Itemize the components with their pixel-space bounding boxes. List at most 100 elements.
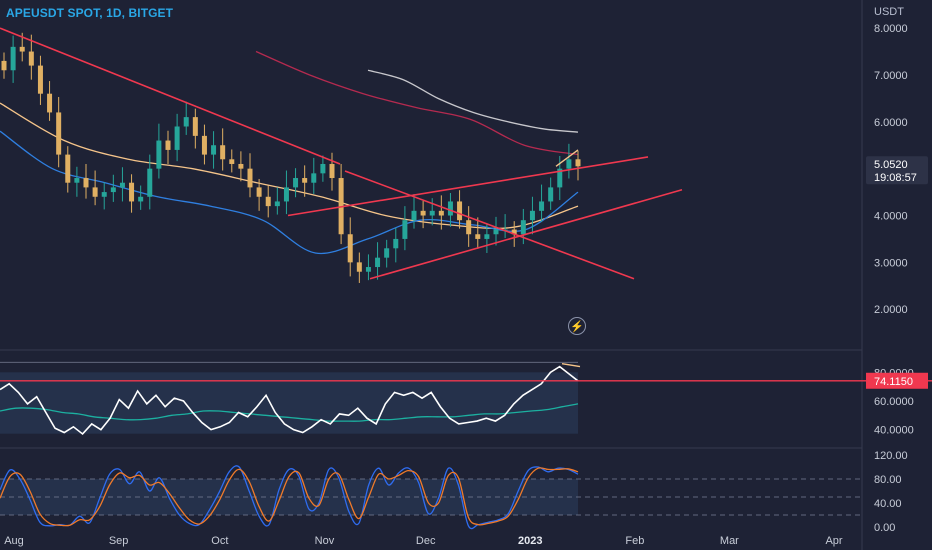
- stoch-k-line: [0, 465, 579, 530]
- y-tick-label: 3.0000: [874, 257, 908, 269]
- candle-body: [92, 187, 98, 197]
- rsi-ma-line: [0, 403, 579, 422]
- y-tick-label: 4.0000: [874, 211, 908, 223]
- candle-body: [47, 93, 53, 113]
- candle-body: [74, 178, 80, 183]
- candle-body: [393, 238, 399, 249]
- x-tick-label: Apr: [825, 535, 842, 547]
- candle-body: [420, 210, 426, 216]
- candle-body: [566, 159, 572, 169]
- x-tick-label: Sep: [109, 535, 129, 547]
- candle-body: [1, 60, 7, 71]
- candle-body: [438, 210, 444, 216]
- candle-body: [165, 140, 171, 150]
- x-tick-label: Dec: [416, 535, 436, 547]
- candle-body: [457, 201, 463, 221]
- x-tick-label: 2023: [518, 535, 542, 547]
- candle-body: [356, 262, 362, 272]
- moving-average-white: [367, 69, 579, 133]
- candle-body: [529, 210, 535, 221]
- candle-body: [548, 187, 554, 202]
- candle-body: [247, 168, 253, 188]
- candle-body: [365, 267, 371, 272]
- stoch-y-tick-label: 120.00: [874, 450, 908, 462]
- candle-body: [557, 168, 563, 188]
- candle-body: [65, 154, 71, 183]
- candle-body: [101, 192, 107, 197]
- candle-body: [147, 168, 153, 197]
- candle-body: [575, 159, 581, 167]
- y-tick-label: 7.0000: [874, 70, 908, 82]
- candle-body: [265, 196, 271, 207]
- trendline-3: [369, 188, 683, 280]
- candle-body: [274, 201, 280, 207]
- y-tick-label: 2.0000: [874, 304, 908, 316]
- candle-body: [129, 182, 135, 202]
- candle-body: [429, 210, 435, 216]
- candle-body: [192, 117, 198, 136]
- candle-body: [138, 196, 144, 202]
- chart-title: APEUSDT SPOT, 1D, BITGET: [6, 6, 174, 20]
- candle-body: [539, 201, 545, 211]
- candle-body: [475, 234, 481, 239]
- stoch-y-tick-label: 0.00: [874, 522, 895, 534]
- candle-body: [302, 178, 308, 183]
- rsi-value-tag: [866, 372, 928, 389]
- candle-body: [220, 145, 226, 160]
- candle-body: [493, 229, 499, 235]
- candle-body: [19, 46, 25, 52]
- lightning-icon[interactable]: ⚡: [568, 317, 586, 335]
- last-price-value: 5.0520: [874, 159, 908, 171]
- x-tick-label: Mar: [720, 535, 739, 547]
- rsi-y-tick-label: 60.0000: [874, 396, 914, 408]
- candle-body: [484, 234, 490, 239]
- candle-body: [447, 201, 453, 216]
- countdown-value: 19:08:57: [874, 172, 917, 184]
- trendline-2: [287, 156, 649, 217]
- candle-body: [293, 178, 299, 188]
- candle-body: [520, 220, 526, 235]
- candle-body: [83, 178, 89, 188]
- candle-body: [320, 163, 326, 174]
- x-tick-label: Nov: [315, 535, 335, 547]
- candle-body: [238, 163, 244, 169]
- stoch-d-line: [0, 467, 579, 527]
- candle-body: [110, 187, 116, 193]
- candle-body: [384, 248, 390, 258]
- candle-body: [229, 159, 235, 164]
- trendline-4: [344, 170, 635, 280]
- candle-body: [211, 145, 217, 155]
- candle-body: [183, 117, 189, 127]
- rsi-band: [0, 372, 578, 434]
- candle-body: [174, 126, 180, 150]
- candle-body: [56, 112, 62, 155]
- x-tick-label: Aug: [4, 535, 24, 547]
- candle-body: [347, 234, 353, 263]
- y-tick-label: 8.0000: [874, 23, 908, 35]
- rsi-y-tick-label: 40.0000: [874, 425, 914, 437]
- x-tick-label: Feb: [625, 535, 644, 547]
- candle-body: [37, 65, 43, 94]
- rsi-divergence-line: [561, 363, 581, 368]
- currency-label: USDT: [874, 6, 904, 18]
- stoch-y-tick-label: 80.00: [874, 474, 902, 486]
- candle-body: [402, 220, 408, 239]
- candle-body: [283, 187, 289, 202]
- candle-body: [511, 229, 517, 235]
- y-tick-label: 6.0000: [874, 117, 908, 129]
- candle-body: [10, 46, 16, 71]
- candle-body: [28, 51, 34, 66]
- moving-average-red: [255, 50, 579, 156]
- candle-body: [466, 220, 472, 235]
- candle-body: [156, 140, 162, 169]
- candle-body: [375, 257, 381, 268]
- moving-average-orange: [0, 102, 579, 230]
- candle-body: [311, 173, 317, 183]
- candle-body: [329, 163, 335, 179]
- candle-body: [201, 135, 207, 155]
- rsi-value-text: 74.1150: [874, 376, 913, 388]
- moving-average-blue: [0, 130, 579, 255]
